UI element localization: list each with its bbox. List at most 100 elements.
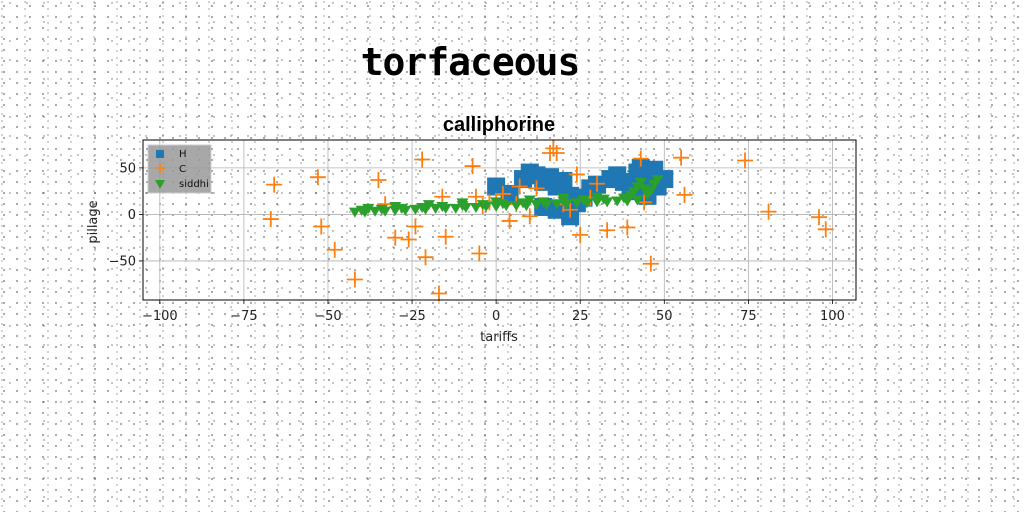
x-tick-label: 0 — [492, 309, 500, 324]
point-C — [400, 231, 417, 248]
point-C — [370, 172, 387, 188]
point-C — [760, 203, 777, 220]
point-C — [619, 219, 636, 236]
y-tick-label: 0 — [128, 208, 136, 223]
point-siddhi — [597, 194, 610, 205]
point-C — [632, 150, 649, 167]
point-siddhi — [422, 200, 435, 211]
point-C — [817, 221, 834, 238]
chart-title: calliphorine — [443, 114, 555, 136]
point-C — [471, 245, 488, 262]
point-C — [387, 229, 404, 246]
point-siddhi — [375, 204, 388, 215]
point-siddhi — [550, 199, 563, 210]
point-C — [501, 212, 518, 229]
point-C — [676, 186, 693, 203]
x-tick-label: −100 — [142, 309, 178, 324]
point-siddhi — [362, 203, 375, 214]
y-axis-label: pillage — [86, 200, 101, 243]
point-siddhi — [456, 198, 469, 209]
legend-label-h: H — [179, 149, 187, 160]
point-C — [737, 152, 754, 169]
point-C — [642, 255, 659, 272]
point-C — [673, 149, 690, 166]
point-siddhi — [577, 195, 590, 206]
point-C — [811, 209, 828, 226]
point-H — [655, 170, 674, 189]
point-C — [437, 228, 454, 245]
x-tick-label: −75 — [230, 309, 257, 324]
point-siddhi — [537, 197, 550, 208]
y-tick-label: −50 — [109, 254, 136, 269]
point-C — [346, 271, 363, 288]
point-C — [326, 241, 343, 258]
legend-label-siddhi: siddhi — [179, 179, 209, 190]
point-C — [430, 285, 447, 302]
point-siddhi — [409, 204, 422, 215]
x-tick-label: −50 — [314, 309, 341, 324]
legend: H C siddhi — [147, 144, 212, 194]
point-C — [511, 178, 528, 195]
point-C — [528, 180, 545, 197]
legend-marker-h — [156, 150, 164, 158]
point-siddhi — [429, 203, 442, 214]
point-C — [599, 222, 616, 239]
x-tick-label: 75 — [740, 309, 757, 324]
point-C — [562, 201, 579, 218]
point-C — [568, 166, 585, 183]
point-siddhi — [570, 198, 583, 209]
point-C — [464, 158, 481, 175]
point-C — [521, 208, 538, 225]
point-siddhi — [389, 202, 402, 213]
page-title: torfaceous — [360, 40, 581, 84]
point-siddhi — [355, 205, 368, 216]
point-siddhi — [416, 202, 429, 213]
point-siddhi — [348, 207, 361, 218]
point-siddhi — [591, 192, 604, 203]
point-siddhi — [557, 193, 570, 204]
point-C — [262, 211, 279, 228]
point-siddhi — [530, 200, 543, 211]
point-C — [407, 218, 424, 235]
series-siddhi — [348, 175, 664, 218]
x-tick-label: 50 — [656, 309, 673, 324]
point-siddhi — [496, 199, 509, 210]
point-siddhi — [436, 202, 449, 213]
point-C — [417, 249, 434, 266]
point-C — [313, 218, 330, 235]
x-axis-label: tariffs — [480, 330, 518, 345]
point-C — [548, 145, 565, 162]
plot-frame — [142, 139, 857, 301]
point-C — [545, 140, 562, 157]
grid-layer — [143, 140, 856, 300]
point-siddhi — [634, 177, 647, 188]
series-layer — [262, 140, 834, 302]
point-siddhi — [449, 203, 462, 214]
point-siddhi — [490, 197, 503, 208]
point-C — [467, 188, 484, 205]
point-C — [266, 176, 283, 193]
point-siddhi — [395, 203, 408, 214]
x-tick-label: −25 — [398, 309, 425, 324]
point-H — [554, 171, 573, 190]
x-tick-label: 25 — [572, 309, 589, 324]
point-siddhi — [469, 202, 482, 213]
point-C — [589, 175, 606, 192]
point-C — [309, 169, 326, 186]
legend-marker-siddhi — [155, 180, 165, 189]
point-siddhi — [631, 195, 644, 206]
y-tick-label: 50 — [119, 161, 136, 176]
point-siddhi — [617, 193, 630, 204]
x-tick-label: 100 — [820, 309, 845, 324]
point-siddhi — [517, 198, 530, 209]
point-siddhi — [476, 200, 489, 211]
tick-layer: −100 −75 −50 −25 0 25 50 75 100 −50 0 50 — [109, 161, 845, 324]
point-siddhi — [523, 195, 536, 206]
point-siddhi — [651, 175, 664, 186]
point-siddhi — [611, 196, 624, 207]
point-C — [414, 151, 431, 168]
point-C — [572, 226, 589, 243]
legend-label-c: C — [179, 164, 186, 175]
point-siddhi — [510, 201, 523, 212]
